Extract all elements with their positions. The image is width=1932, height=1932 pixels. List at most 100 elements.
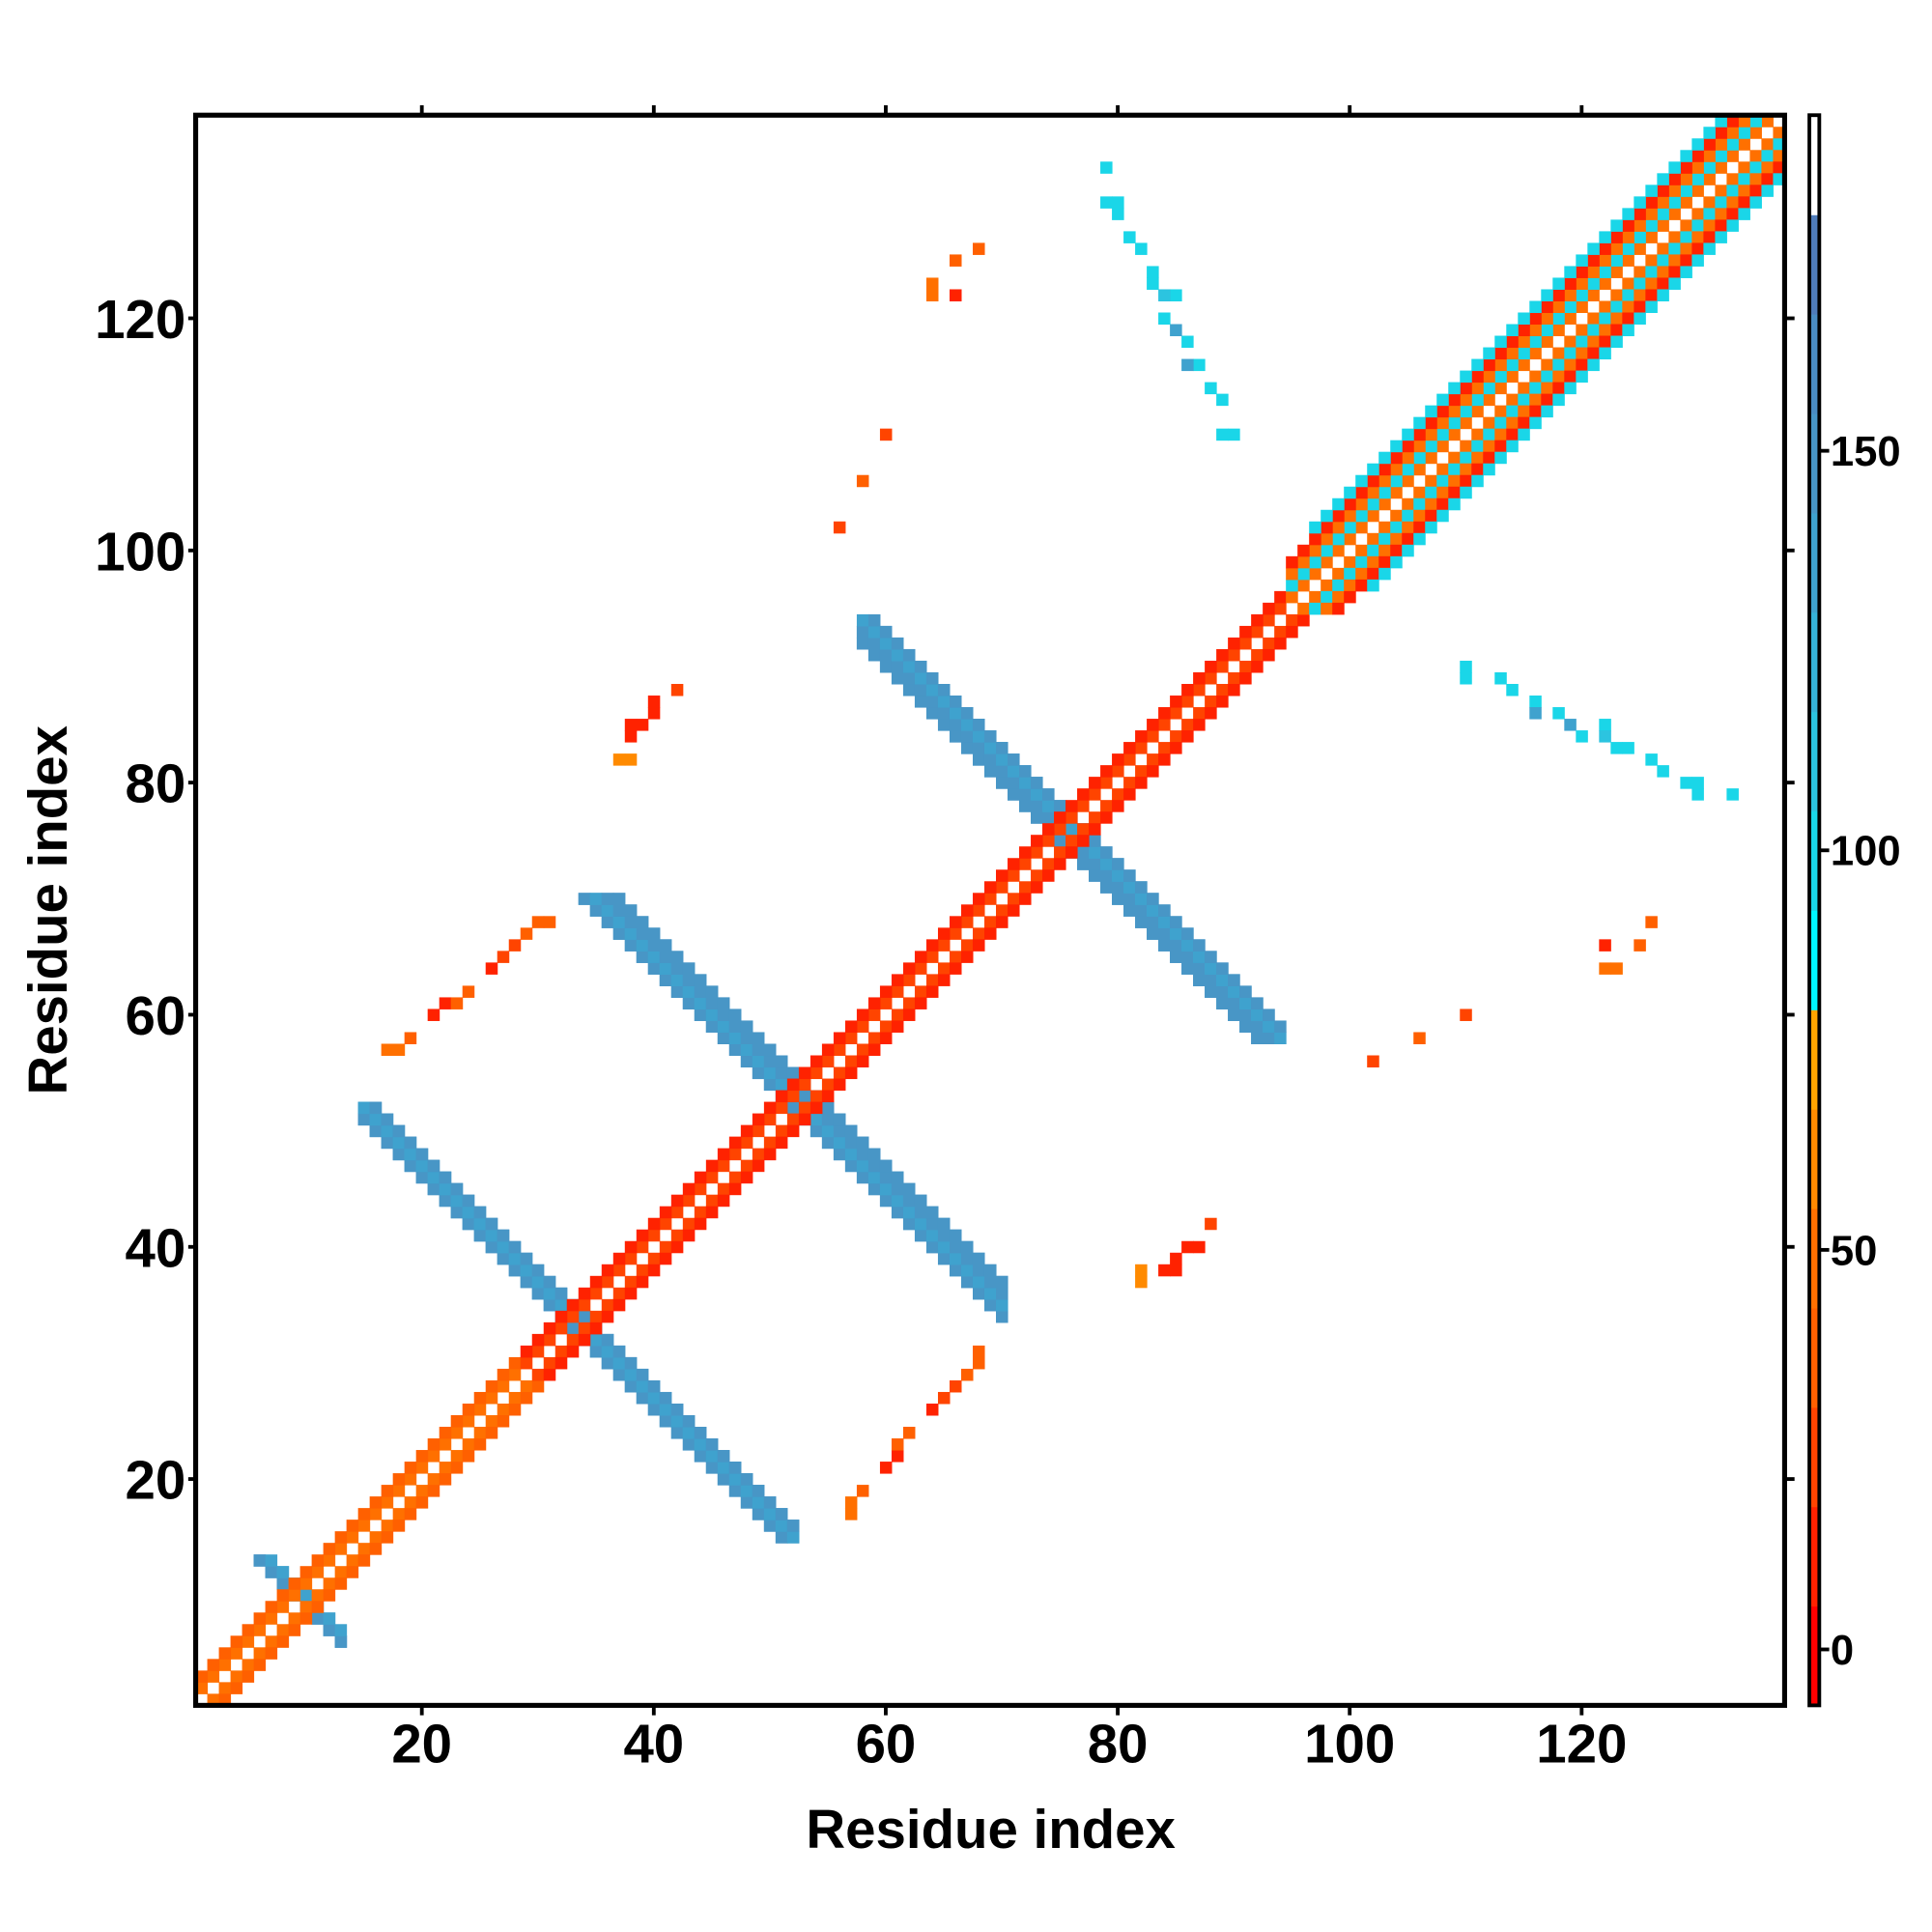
heatmap-cell (1367, 579, 1379, 592)
heatmap-cell (1773, 150, 1785, 162)
heatmap-cell (1158, 753, 1171, 766)
heatmap-cell (659, 1414, 672, 1428)
heatmap-cell (1610, 219, 1623, 232)
heatmap-cell (1541, 289, 1553, 301)
heatmap-cell (914, 1217, 927, 1231)
heatmap-cell (937, 719, 951, 731)
heatmap-cell (1587, 312, 1600, 326)
heatmap-cell (972, 1345, 985, 1358)
heatmap-cell (1065, 835, 1078, 847)
heatmap-cell (543, 1356, 556, 1370)
heatmap-cell (1761, 115, 1774, 128)
heatmap-cell (810, 1101, 823, 1115)
heatmap-cell (1181, 719, 1194, 731)
heatmap-cell (1634, 196, 1646, 209)
heatmap-cell (1634, 231, 1646, 243)
heatmap-cell (589, 1275, 603, 1289)
heatmap-cell (983, 881, 997, 894)
colorbar-tick-label: 150 (1831, 429, 1901, 475)
heatmap-cell (1761, 185, 1774, 197)
heatmap-cell (1123, 893, 1136, 905)
heatmap-cell (752, 1496, 765, 1509)
heatmap-cell (1170, 707, 1182, 720)
heatmap-cell (879, 648, 893, 662)
heatmap-cell (1599, 962, 1611, 975)
heatmap-cell (1448, 382, 1461, 395)
heatmap-cell (1413, 509, 1426, 523)
heatmap-cell (1506, 358, 1519, 372)
heatmap-cell (1761, 173, 1774, 185)
heatmap-cell (1436, 393, 1449, 407)
heatmap-cell (450, 997, 464, 1009)
heatmap-cell (960, 939, 974, 952)
heatmap-cell (1251, 613, 1264, 627)
heatmap-cell (485, 1217, 498, 1231)
heatmap-cell (1622, 289, 1634, 301)
heatmap-cell (1216, 985, 1229, 998)
heatmap-cell (1112, 881, 1124, 894)
heatmap-cell (1378, 497, 1391, 511)
heatmap-cell (925, 939, 939, 952)
heatmap-cell (1494, 358, 1507, 372)
heatmap-cell (1448, 428, 1461, 441)
heatmap-cell (856, 1055, 869, 1068)
heatmap-cell (1448, 486, 1461, 499)
heatmap-cell (1286, 555, 1298, 569)
heatmap-cell (1112, 753, 1124, 766)
heatmap-cell (972, 730, 985, 743)
y-tick-label: 40 (126, 1217, 186, 1278)
heatmap-cell (1112, 765, 1124, 778)
heatmap-cell (485, 1391, 498, 1405)
heatmap-cell (1170, 742, 1182, 754)
heatmap-cell (589, 904, 603, 917)
heatmap-cell (1390, 532, 1403, 546)
heatmap-cell (972, 1264, 985, 1277)
heatmap-cell (752, 1159, 765, 1173)
heatmap-cell (833, 1136, 846, 1150)
heatmap-cell (856, 474, 869, 488)
heatmap-cell (1181, 730, 1194, 743)
heatmap-cell (1460, 660, 1472, 673)
heatmap-cell (659, 1240, 672, 1254)
heatmap-cell (1193, 951, 1206, 963)
heatmap-cell (1147, 927, 1159, 940)
heatmap-cell (450, 1414, 464, 1428)
heatmap-cell (1483, 358, 1495, 372)
heatmap-cell (1715, 150, 1727, 162)
heatmap-cell (867, 648, 881, 662)
heatmap-cell (566, 1345, 580, 1358)
heatmap-cell (949, 719, 962, 731)
colorbar-segment (1809, 214, 1820, 315)
heatmap-cell (1529, 347, 1542, 360)
colorbar-segment (1809, 711, 1820, 812)
heatmap-cell (786, 1101, 800, 1115)
heatmap-cell (983, 893, 997, 905)
heatmap-cell (381, 1043, 394, 1057)
heatmap-cell (427, 1450, 440, 1463)
heatmap-cell (624, 719, 638, 731)
heatmap-cell (670, 1206, 684, 1219)
heatmap-cell (1123, 231, 1136, 243)
heatmap-cell (694, 1217, 707, 1231)
heatmap-cell (357, 1543, 371, 1555)
heatmap-cell (1263, 648, 1275, 662)
heatmap-cell (636, 1240, 649, 1254)
heatmap-cell (647, 707, 661, 720)
heatmap-cell (891, 648, 904, 662)
heatmap-cell (879, 625, 893, 639)
heatmap-cell (1691, 777, 1704, 789)
heatmap-cell (531, 1345, 545, 1358)
colorbar-segment (1809, 412, 1820, 514)
heatmap-cell (1529, 370, 1542, 384)
heatmap-cell (1471, 440, 1484, 453)
heatmap-cell (879, 985, 893, 998)
heatmap-cell (1054, 800, 1066, 812)
heatmap-cell (1622, 219, 1634, 232)
heatmap-cell (439, 1473, 452, 1486)
y-tick-label: 80 (126, 753, 186, 814)
heatmap-cell (1436, 497, 1449, 511)
heatmap-cell (1355, 521, 1368, 534)
heatmap-cell (1205, 974, 1217, 986)
heatmap-cell (276, 1624, 290, 1636)
heatmap-cell (960, 1275, 974, 1289)
